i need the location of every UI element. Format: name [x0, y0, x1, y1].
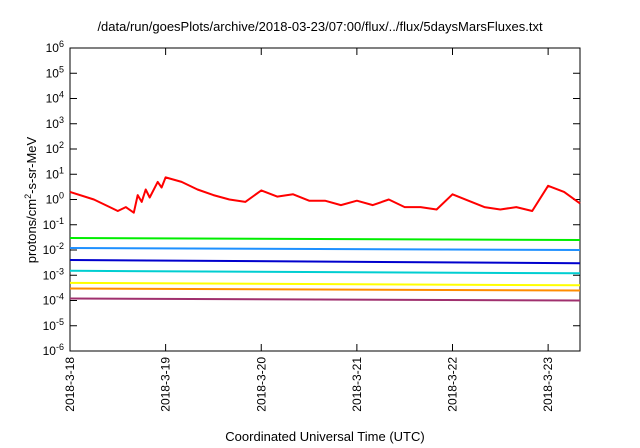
- series-line-4: [69, 269, 581, 275]
- x-tick-label-1: 2018-3-19: [159, 357, 173, 412]
- x-tick-label-4: 2018-3-22: [446, 357, 460, 412]
- series-line-3: [69, 259, 581, 265]
- y-tick-label-1: 10-5: [43, 317, 64, 333]
- y-label-sup: 2: [22, 193, 33, 199]
- chart-title: /data/run/goesPlots/archive/2018-03-23/0…: [97, 19, 543, 34]
- y-tick-label-8: 102: [46, 140, 64, 156]
- y-tick-label-5: 10-1: [43, 216, 64, 232]
- plot-frame: [69, 47, 581, 352]
- y-tick-label-4: 10-2: [43, 241, 64, 257]
- y-tick-label-9: 103: [46, 115, 64, 131]
- y-label-prefix: protons/cm: [24, 198, 40, 264]
- y-label-suffix: -s-sr-MeV: [24, 136, 40, 194]
- y-tick-label-3: 10-3: [43, 266, 64, 282]
- x-axis-label: Coordinated Universal Time (UTC): [225, 429, 425, 444]
- series-line-7: [69, 297, 581, 302]
- y-tick-label-0: 10-6: [43, 342, 64, 358]
- ticks-layer: 10-6 10-5 10-4 10-3 10-2 10-1 100 101 102 103 104 1…: [43, 39, 580, 412]
- y-tick-label-2: 10-4: [43, 292, 64, 308]
- y-tick-label-10: 104: [46, 90, 64, 106]
- y-tick-label-6: 100: [46, 191, 64, 207]
- x-tick-label-0: 2018-3-18: [63, 357, 77, 412]
- series-line-5: [69, 281, 581, 287]
- series-line-6: [69, 287, 581, 292]
- y-tick-label-7: 101: [46, 165, 64, 181]
- y-tick-label-11: 105: [46, 64, 64, 80]
- y-tick-label-12: 106: [46, 39, 64, 55]
- series-layer: [69, 176, 581, 302]
- y-axis-label: protons/cm2-s-sr-MeV: [23, 137, 39, 263]
- x-tick-label-5: 2018-3-23: [541, 357, 555, 412]
- x-tick-label-3: 2018-3-21: [350, 357, 364, 412]
- x-tick-label-2: 2018-3-20: [254, 357, 268, 412]
- series-line-0: [69, 176, 581, 214]
- series-line-1: [69, 237, 581, 241]
- series-line-2: [69, 247, 581, 251]
